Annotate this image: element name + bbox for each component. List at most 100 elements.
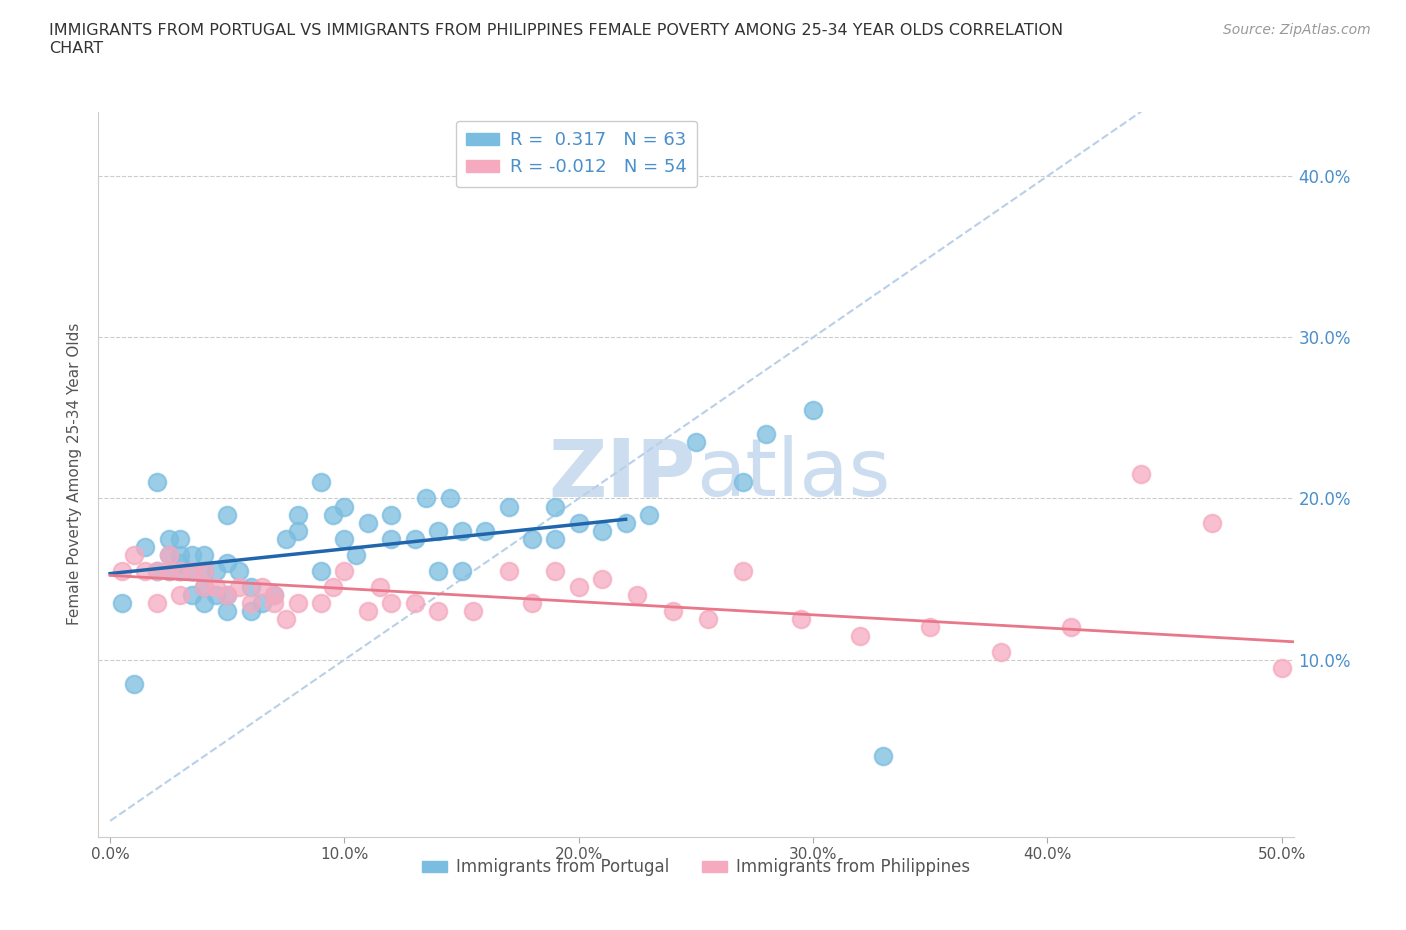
Point (239, 596, 262, 611)
Point (146, 475, 169, 490)
Point (157, 548, 180, 563)
Point (122, 548, 145, 563)
Point (790, 612, 813, 627)
Point (544, 564, 567, 578)
Point (638, 507, 661, 522)
Point (463, 604, 485, 618)
Point (568, 579, 591, 594)
Text: ZIP: ZIP (548, 435, 696, 513)
Point (134, 564, 156, 578)
Legend: Immigrants from Portugal, Immigrants from Philippines: Immigrants from Portugal, Immigrants fro… (416, 852, 976, 883)
Point (252, 579, 274, 594)
Point (309, 475, 332, 490)
Point (157, 548, 180, 563)
Point (322, 579, 344, 594)
Point (544, 499, 567, 514)
Point (685, 434, 707, 449)
Point (228, 564, 250, 578)
Point (146, 564, 169, 578)
Point (474, 524, 496, 538)
Point (1201, 515, 1223, 530)
Point (661, 604, 683, 618)
Point (849, 628, 872, 643)
Point (169, 548, 191, 563)
Point (157, 531, 180, 546)
Point (322, 507, 344, 522)
Point (217, 507, 239, 522)
Point (274, 531, 297, 546)
Point (427, 524, 450, 538)
Point (450, 524, 472, 538)
Point (404, 596, 426, 611)
Point (731, 475, 754, 490)
Point (263, 588, 285, 603)
Point (920, 620, 942, 635)
Point (450, 564, 472, 578)
Point (333, 531, 356, 546)
Point (1399, 676, 1406, 691)
Point (380, 507, 402, 522)
Point (544, 531, 567, 546)
Point (309, 596, 332, 611)
Point (1060, 620, 1083, 635)
Point (217, 604, 239, 618)
Point (111, 596, 134, 611)
Point (309, 564, 332, 578)
Point (287, 596, 309, 611)
Point (591, 524, 613, 538)
Point (591, 572, 613, 587)
Point (169, 564, 191, 578)
Point (380, 596, 402, 611)
Point (146, 564, 169, 578)
Point (181, 548, 204, 563)
Point (568, 515, 591, 530)
Point (263, 588, 285, 603)
Point (872, 749, 894, 764)
Point (217, 588, 239, 603)
Point (181, 588, 204, 603)
Point (755, 427, 778, 442)
Point (181, 564, 204, 578)
Point (626, 588, 648, 603)
Point (344, 548, 367, 563)
Point (193, 579, 215, 594)
Point (368, 579, 391, 594)
Point (169, 588, 191, 603)
Point (520, 596, 543, 611)
Point (1306, 531, 1329, 546)
Point (287, 507, 309, 522)
Point (122, 676, 145, 691)
Point (193, 564, 215, 578)
Point (415, 491, 437, 506)
Point (427, 564, 450, 578)
Point (990, 644, 1012, 659)
Point (157, 564, 180, 578)
Text: IMMIGRANTS FROM PORTUGAL VS IMMIGRANTS FROM PHILIPPINES FEMALE POVERTY AMONG 25-: IMMIGRANTS FROM PORTUGAL VS IMMIGRANTS F… (49, 23, 1063, 56)
Point (380, 531, 402, 546)
Point (217, 588, 239, 603)
Point (498, 499, 520, 514)
Point (204, 588, 226, 603)
Point (427, 604, 450, 618)
Point (614, 515, 637, 530)
Point (193, 596, 215, 611)
Point (263, 596, 285, 611)
Point (169, 531, 191, 546)
Point (333, 499, 356, 514)
Point (357, 515, 380, 530)
Point (520, 531, 543, 546)
Point (193, 564, 215, 578)
Point (134, 539, 156, 554)
Point (146, 596, 169, 611)
Point (498, 564, 520, 578)
Point (1341, 644, 1364, 659)
Point (252, 596, 274, 611)
Point (239, 579, 262, 594)
Point (193, 579, 215, 594)
Text: Source: ZipAtlas.com: Source: ZipAtlas.com (1223, 23, 1371, 37)
Point (1130, 467, 1153, 482)
Point (696, 612, 718, 627)
Point (1271, 660, 1294, 675)
Point (111, 564, 134, 578)
Point (333, 564, 356, 578)
